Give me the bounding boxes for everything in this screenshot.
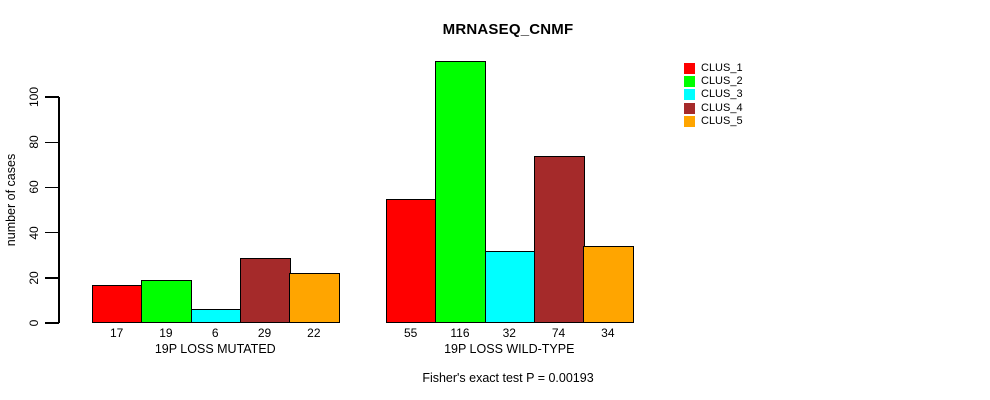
y-axis-tick — [45, 186, 59, 189]
bar-value-label: 6 — [211, 326, 219, 340]
legend: CLUS_1 CLUS_2 CLUS_3 CLUS_4 CLUS_5 — [684, 62, 743, 128]
bar-g1-clus_3 — [190, 309, 242, 323]
y-axis-title: number of cases — [4, 153, 18, 247]
y-axis-tick-label: 0 — [27, 319, 41, 327]
bar-value-label: 17 — [109, 326, 124, 340]
bar-value-label: 19 — [159, 326, 173, 340]
bar-g2-clus_5 — [583, 246, 634, 323]
legend-item: CLUS_1 — [684, 62, 743, 75]
y-axis-tick — [45, 277, 59, 279]
bar-g1-clus_5 — [289, 273, 340, 323]
fisher-test-caption: Fisher's exact test P = 0.00193 — [422, 371, 594, 385]
y-axis-tick-label: 40 — [27, 225, 41, 240]
legend-item: CLUS_2 — [684, 75, 743, 88]
bar-g1-clus_2 — [141, 280, 193, 323]
y-axis-tick — [45, 141, 59, 144]
legend-item: CLUS_5 — [684, 115, 743, 128]
legend-item-label: CLUS_3 — [701, 88, 743, 101]
bar-value-label: 74 — [551, 326, 566, 340]
bar-value-label: 116 — [450, 326, 470, 340]
legend-item-label: CLUS_5 — [701, 114, 743, 127]
bar-g1-clus_4 — [239, 257, 291, 323]
y-axis-line — [58, 97, 60, 323]
y-axis-tick-label: 100 — [27, 87, 41, 108]
y-axis-tick-label: 20 — [27, 271, 41, 285]
legend-swatch-clus_2 — [684, 76, 695, 88]
x-axis-group-label-mutated: 19P LOSS MUTATED — [154, 342, 276, 356]
legend-item-label: CLUS_4 — [701, 101, 743, 114]
y-axis-tick — [45, 96, 59, 98]
legend-item: CLUS_4 — [684, 102, 743, 115]
chart-title: MRNASEQ_CNMF — [442, 21, 574, 38]
legend-swatch-clus_4 — [684, 102, 695, 114]
y-axis-tick-label: 80 — [27, 135, 41, 149]
bar-value-label: 29 — [257, 326, 272, 340]
y-axis-tick-label: 60 — [27, 180, 41, 195]
bar-value-label: 34 — [601, 326, 615, 340]
y-axis-tick — [45, 322, 59, 324]
legend-item-label: CLUS_2 — [701, 75, 743, 88]
legend-swatch-clus_3 — [684, 89, 695, 101]
bar-value-label: 32 — [502, 326, 516, 340]
legend-item-label: CLUS_1 — [701, 62, 743, 75]
legend-swatch-clus_1 — [684, 63, 695, 75]
y-axis-tick — [45, 231, 59, 234]
bar-g2-clus_3 — [484, 250, 536, 323]
bar-g2-clus_4 — [533, 155, 585, 323]
bar-g1-clus_1 — [92, 284, 143, 323]
bar-value-label: 55 — [403, 326, 418, 340]
legend-item: CLUS_3 — [684, 88, 743, 101]
x-axis-group-label-wild-type: 19P LOSS WILD-TYPE — [444, 342, 575, 356]
bar-g2-clus_2 — [435, 61, 487, 323]
legend-swatch-clus_5 — [684, 115, 695, 127]
bar-g2-clus_1 — [386, 198, 437, 323]
bar-value-label: 22 — [307, 326, 321, 340]
